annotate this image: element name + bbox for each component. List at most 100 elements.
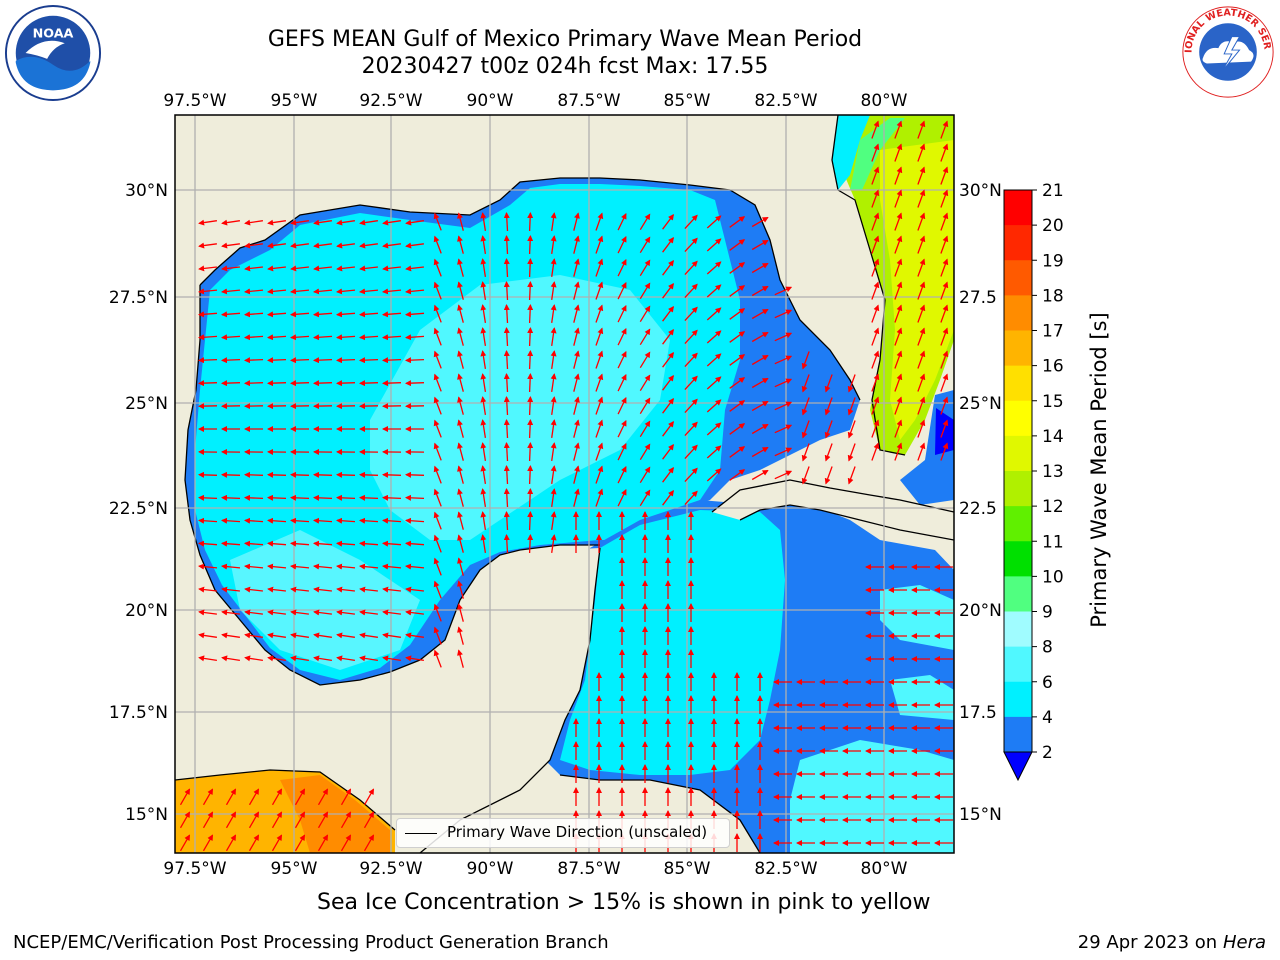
wave-arrow xyxy=(405,632,424,639)
wave-arrow xyxy=(244,265,263,272)
wave-arrow xyxy=(198,563,218,570)
wave-arrow xyxy=(871,281,880,300)
colorbar-tick-label-8: 13 xyxy=(1042,462,1064,482)
wave-arrow xyxy=(662,214,675,230)
wave-arrow xyxy=(595,212,604,231)
wave-arrow xyxy=(617,442,627,461)
wave-arrow xyxy=(480,212,487,232)
wave-arrow xyxy=(359,242,378,249)
wave-arrow xyxy=(917,281,926,300)
wave-arrow xyxy=(847,420,856,439)
lat-tick-left-3: 22.5°N xyxy=(109,499,168,519)
wave-arrow xyxy=(480,235,487,255)
wave-arrow xyxy=(729,446,746,458)
wave-arrow xyxy=(198,655,218,662)
wave-arrow xyxy=(503,396,510,416)
wave-arrow xyxy=(729,469,746,481)
wave-arrow xyxy=(433,488,442,507)
bahamas-deep xyxy=(935,408,954,455)
wave-arrow xyxy=(359,334,379,341)
wave-arrow xyxy=(617,396,627,415)
wave-arrow xyxy=(917,327,926,346)
wave-arrow xyxy=(706,215,722,229)
colorbar-segment-8 xyxy=(1004,471,1032,507)
wave-arrow xyxy=(340,788,352,806)
wave-arrow xyxy=(573,304,580,323)
wave-arrow xyxy=(405,311,425,318)
wave-arrow xyxy=(221,357,241,364)
wave-arrow xyxy=(480,419,487,439)
wave-arrow xyxy=(382,380,402,387)
wave-arrow xyxy=(595,350,604,369)
wave-arrow xyxy=(480,350,487,370)
wave-arrow xyxy=(527,534,534,554)
wave-arrow xyxy=(729,308,746,320)
wave-arrow xyxy=(871,189,880,208)
wave-arrow xyxy=(595,419,604,438)
colorbar-segment-7 xyxy=(1004,435,1032,472)
wave-arrow xyxy=(871,166,880,185)
lat-tick-labels-left: 30°N 27.5°N 25°N 22.5°N 20°N 17.5°N 15°N xyxy=(109,181,168,825)
wave-arrow xyxy=(433,465,442,484)
wave-arrow xyxy=(457,235,464,254)
wave-arrow xyxy=(271,834,283,852)
wave-arrow xyxy=(573,350,580,369)
wave-arrow xyxy=(639,443,651,461)
wave-arrow xyxy=(179,834,191,852)
wave-arrow xyxy=(433,626,442,645)
wave-arrow xyxy=(405,357,425,364)
wave-arrow xyxy=(480,396,487,416)
wave-arrow xyxy=(595,281,604,300)
wave-arrow xyxy=(480,304,487,324)
wave-arrow xyxy=(940,235,949,254)
wave-arrow xyxy=(917,373,926,392)
wave-arrow xyxy=(179,811,191,829)
wave-arrow xyxy=(202,788,214,806)
wave-arrow xyxy=(221,311,241,318)
legend-label: Primary Wave Direction (unscaled) xyxy=(447,823,708,841)
wave-arrow xyxy=(221,540,241,547)
lat-tick-left-2: 25°N xyxy=(125,394,168,414)
wave-arrow xyxy=(639,397,651,415)
colorbar-segment-6 xyxy=(1004,400,1032,437)
wave-arrow xyxy=(294,811,306,829)
colorbar-tick-label-7: 12 xyxy=(1042,497,1064,517)
wave-arrow xyxy=(617,350,627,369)
wave-arrow xyxy=(313,357,333,364)
wave-arrow xyxy=(527,442,534,462)
wave-arrow xyxy=(290,632,309,639)
wave-arrow xyxy=(662,443,675,460)
wave-arrow xyxy=(267,563,287,570)
wave-arrow xyxy=(801,443,810,462)
wave-arrow xyxy=(662,237,675,253)
wave-arrow xyxy=(573,281,580,300)
colorbar-tick-label-5: 10 xyxy=(1042,567,1064,587)
colorbar-segment-12 xyxy=(1004,611,1032,648)
wave-arrow xyxy=(290,609,309,616)
wave-arrow xyxy=(527,281,534,301)
wave-arrow xyxy=(550,442,557,461)
wave-arrow xyxy=(940,350,949,369)
wave-arrow xyxy=(917,258,926,277)
wave-arrow xyxy=(405,563,425,570)
wave-arrow xyxy=(917,396,926,415)
wave-arrow xyxy=(706,422,722,436)
wave-arrow xyxy=(550,304,557,323)
wave-arrow xyxy=(457,373,464,392)
wave-arrow xyxy=(267,265,286,272)
wave-arrow xyxy=(801,374,810,393)
lat-tick-right-1: 27.5 xyxy=(959,288,997,308)
wave-arrow xyxy=(221,288,241,295)
wave-arrow xyxy=(457,465,464,484)
wave-arrow xyxy=(244,655,264,662)
wave-arrow xyxy=(433,396,442,415)
wave-arrow xyxy=(457,511,464,530)
wave-arrow xyxy=(225,834,237,852)
colorbar-tick-label-10: 15 xyxy=(1042,392,1064,412)
wave-arrow xyxy=(359,632,378,639)
wave-arrow xyxy=(751,469,769,481)
wave-arrow xyxy=(774,286,793,296)
wave-arrow xyxy=(336,632,355,639)
wave-arrow xyxy=(382,655,402,662)
